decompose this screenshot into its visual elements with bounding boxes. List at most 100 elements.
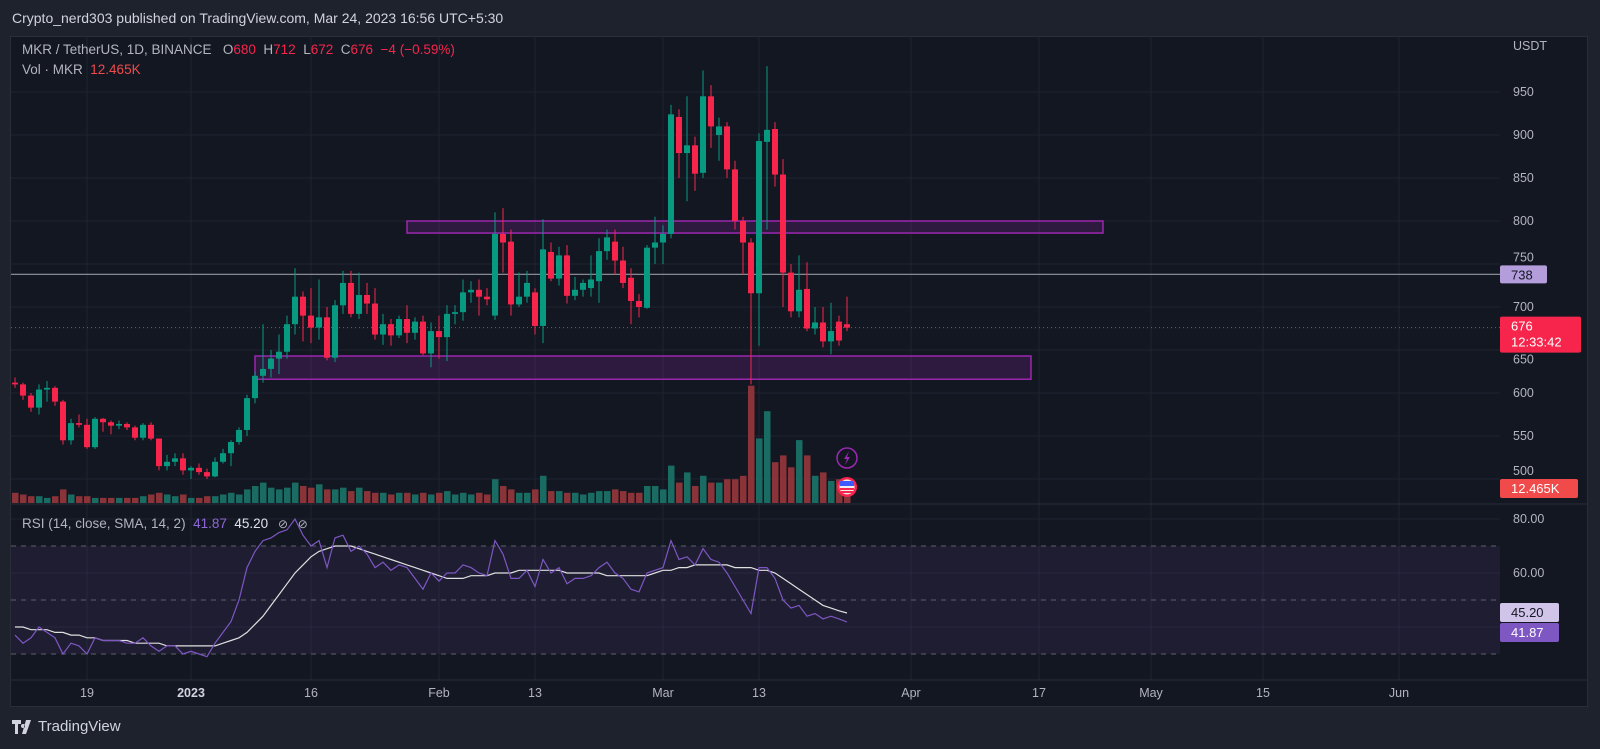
candle-body [20,384,26,396]
close-label: C [340,42,351,57]
tradingview-logo[interactable]: TradingView [12,718,121,735]
candle-body [708,96,714,127]
candle-body [196,467,202,473]
volume-bar [740,475,747,503]
time-tick-label: 17 [1032,686,1046,700]
symbol-legend[interactable]: MKR / TetherUS, 1D, BINANCE O680 H712 L6… [22,42,455,57]
candle-body [764,129,770,142]
eye-off-icon[interactable]: ⊘ [277,517,289,531]
time-tick-label: Feb [428,686,450,700]
candle-body [236,429,242,443]
volume-bar [804,455,811,503]
candle-body [524,282,530,297]
volume-bar [292,482,299,503]
last-price-label-box [1500,316,1581,353]
candle-body [68,423,74,441]
volume-bar [724,479,731,503]
price-tick-label: 550 [1513,429,1534,443]
candle-body [684,145,690,154]
candle-body [428,331,434,354]
candle-body [444,313,450,338]
volume-bar [388,494,395,503]
candle-body [828,331,834,342]
time-tick-label: 2023 [177,686,205,700]
candle-body [108,422,114,426]
price-tick-label: 950 [1513,85,1534,99]
candle-body [628,277,634,301]
volume-bar [788,467,795,503]
rsi-legend[interactable]: RSI (14, close, SMA, 14, 2) 41.87 45.20 … [22,516,308,531]
volume-bar [612,489,619,503]
rsi-sma-axis-label-text: 45.20 [1511,605,1544,620]
candle-body [380,324,386,335]
volume-bar [564,492,571,503]
candle-body [124,423,130,428]
volume-bar [676,482,683,503]
rsi-value: 41.87 [193,516,227,531]
time-tick-label: Jun [1389,686,1409,700]
last-price-label-text: 676 [1511,319,1533,334]
candle-body [36,389,42,408]
volume-bar [548,491,555,503]
candle-body [844,324,850,328]
candle-body [564,255,570,296]
time-tick-label: 19 [80,686,94,700]
volume-bar [452,494,459,503]
volume-bar [780,455,787,503]
volume-bar [364,491,371,503]
volume-bar [596,491,603,503]
candle-body [220,453,226,462]
volume-bar [380,492,387,503]
volume-bar [228,492,235,503]
volume-bar [828,480,835,503]
candle-body [268,358,274,369]
volume-bar [412,494,419,503]
volume-legend[interactable]: Vol · MKR 12.465K [22,62,141,77]
volume-bar [340,487,347,503]
candle-body [756,141,762,294]
volume-bar [164,494,171,503]
time-tick-label: 13 [752,686,766,700]
volume-bar [748,385,755,503]
price-line-label-text: 738 [1511,267,1533,282]
volume-bar [732,479,739,503]
volume-bar [100,497,107,503]
rsi-axis-label-box [1500,622,1559,642]
candle-body [132,427,138,438]
candle-body [476,289,482,297]
candle-body [556,255,562,279]
volume-bar [764,411,771,503]
volume-bar [92,497,99,503]
candle-body [60,401,66,441]
candle-body [148,424,154,439]
axes: USDT 950 900 850 800 750 700 650 600 550 500 80.00 6… [80,39,1581,700]
candle-body [748,242,754,294]
volume-bar [124,497,131,503]
rsi-pane [11,517,1500,658]
high-value: 712 [273,42,296,57]
candle-body [364,294,370,304]
candle-body [548,251,554,279]
eye-off-icon[interactable]: ⊘ [297,517,308,531]
candle-body [668,114,674,234]
volume-bar [396,492,403,503]
volume-bar [84,496,91,503]
candle-body [644,247,650,308]
candle-body [460,292,466,313]
chart-panel[interactable] [10,36,1588,707]
candle-body [420,321,426,354]
tradingview-logo-icon [12,719,31,734]
candle-body [100,418,106,423]
symbol-title[interactable]: MKR / TetherUS, 1D, BINANCE [22,42,212,57]
candles [12,66,850,479]
time-tick-label: Apr [901,686,920,700]
candle-body [396,319,402,336]
candle-body [204,472,210,477]
volume-bar [196,497,203,503]
volume-bar [156,492,163,503]
markers [836,447,858,497]
volume-bar [716,482,723,503]
price-line-label-box [1500,265,1547,284]
candle-body [212,461,218,477]
